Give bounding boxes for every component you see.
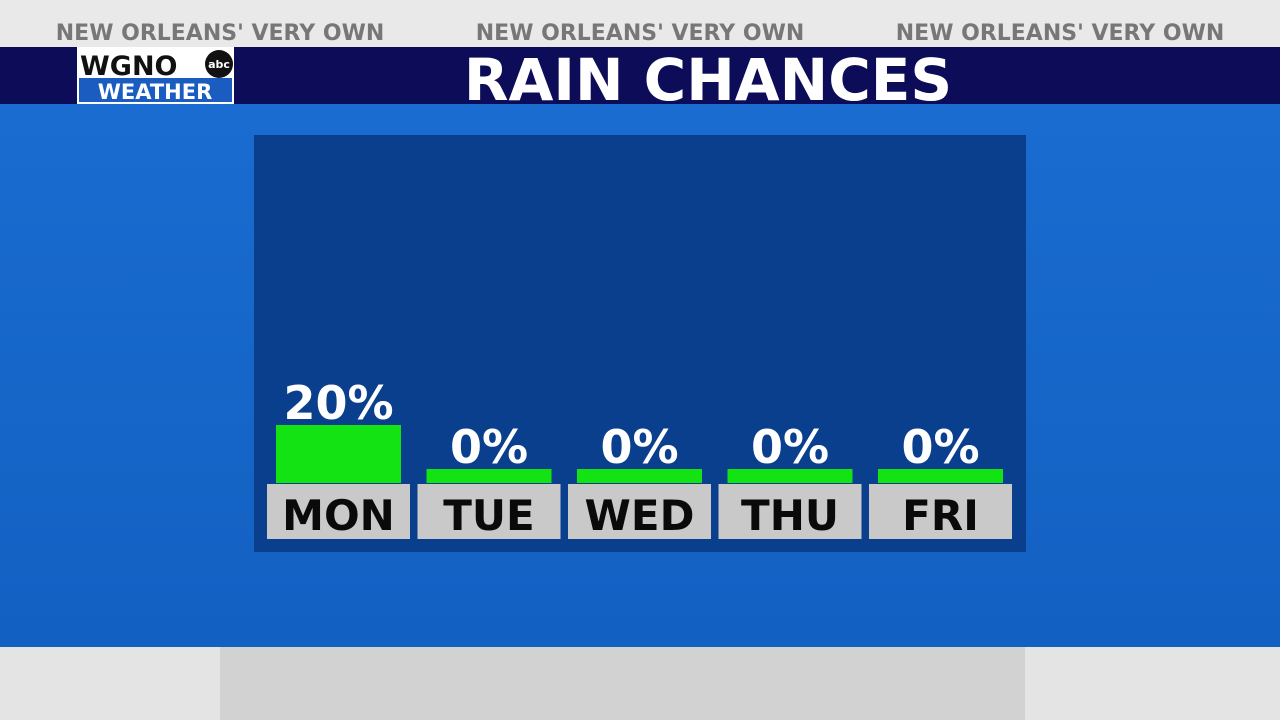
value-label: 0% — [600, 420, 678, 474]
logo: WGNO abc WEATHER — [77, 47, 234, 104]
day-box — [869, 484, 1012, 539]
bottom-center — [220, 647, 1025, 720]
value-label: 0% — [751, 420, 829, 474]
logo-lower — [79, 78, 232, 102]
bar — [426, 469, 552, 483]
x-tick-label: THU — [741, 491, 839, 540]
tagline: NEW ORLEANS' VERY OWN — [896, 21, 1225, 46]
logo-station: WGNO — [80, 51, 178, 82]
x-tick-label: TUE — [443, 491, 534, 540]
x-tick-label: FRI — [902, 491, 979, 540]
day-box — [417, 484, 561, 539]
logo-section: WEATHER — [98, 80, 213, 104]
tagline: NEW ORLEANS' VERY OWN — [56, 21, 385, 46]
day-box — [568, 484, 711, 539]
value-label: 0% — [901, 420, 979, 474]
value-label: 0% — [450, 420, 528, 474]
value-label: 20% — [283, 376, 393, 430]
logo-network-circle — [205, 50, 233, 78]
chart-title: RAIN CHANCES — [464, 46, 952, 114]
day-box — [267, 484, 410, 539]
x-tick-label: MON — [282, 491, 395, 540]
bar — [727, 469, 853, 483]
top-band — [0, 0, 1280, 47]
day-box — [718, 484, 862, 539]
x-tick-label: WED — [585, 491, 695, 540]
bar — [276, 425, 401, 483]
logo-network: abc — [208, 58, 230, 71]
tagline: NEW ORLEANS' VERY OWN — [476, 21, 805, 46]
bar — [577, 469, 702, 483]
bar — [878, 469, 1003, 483]
